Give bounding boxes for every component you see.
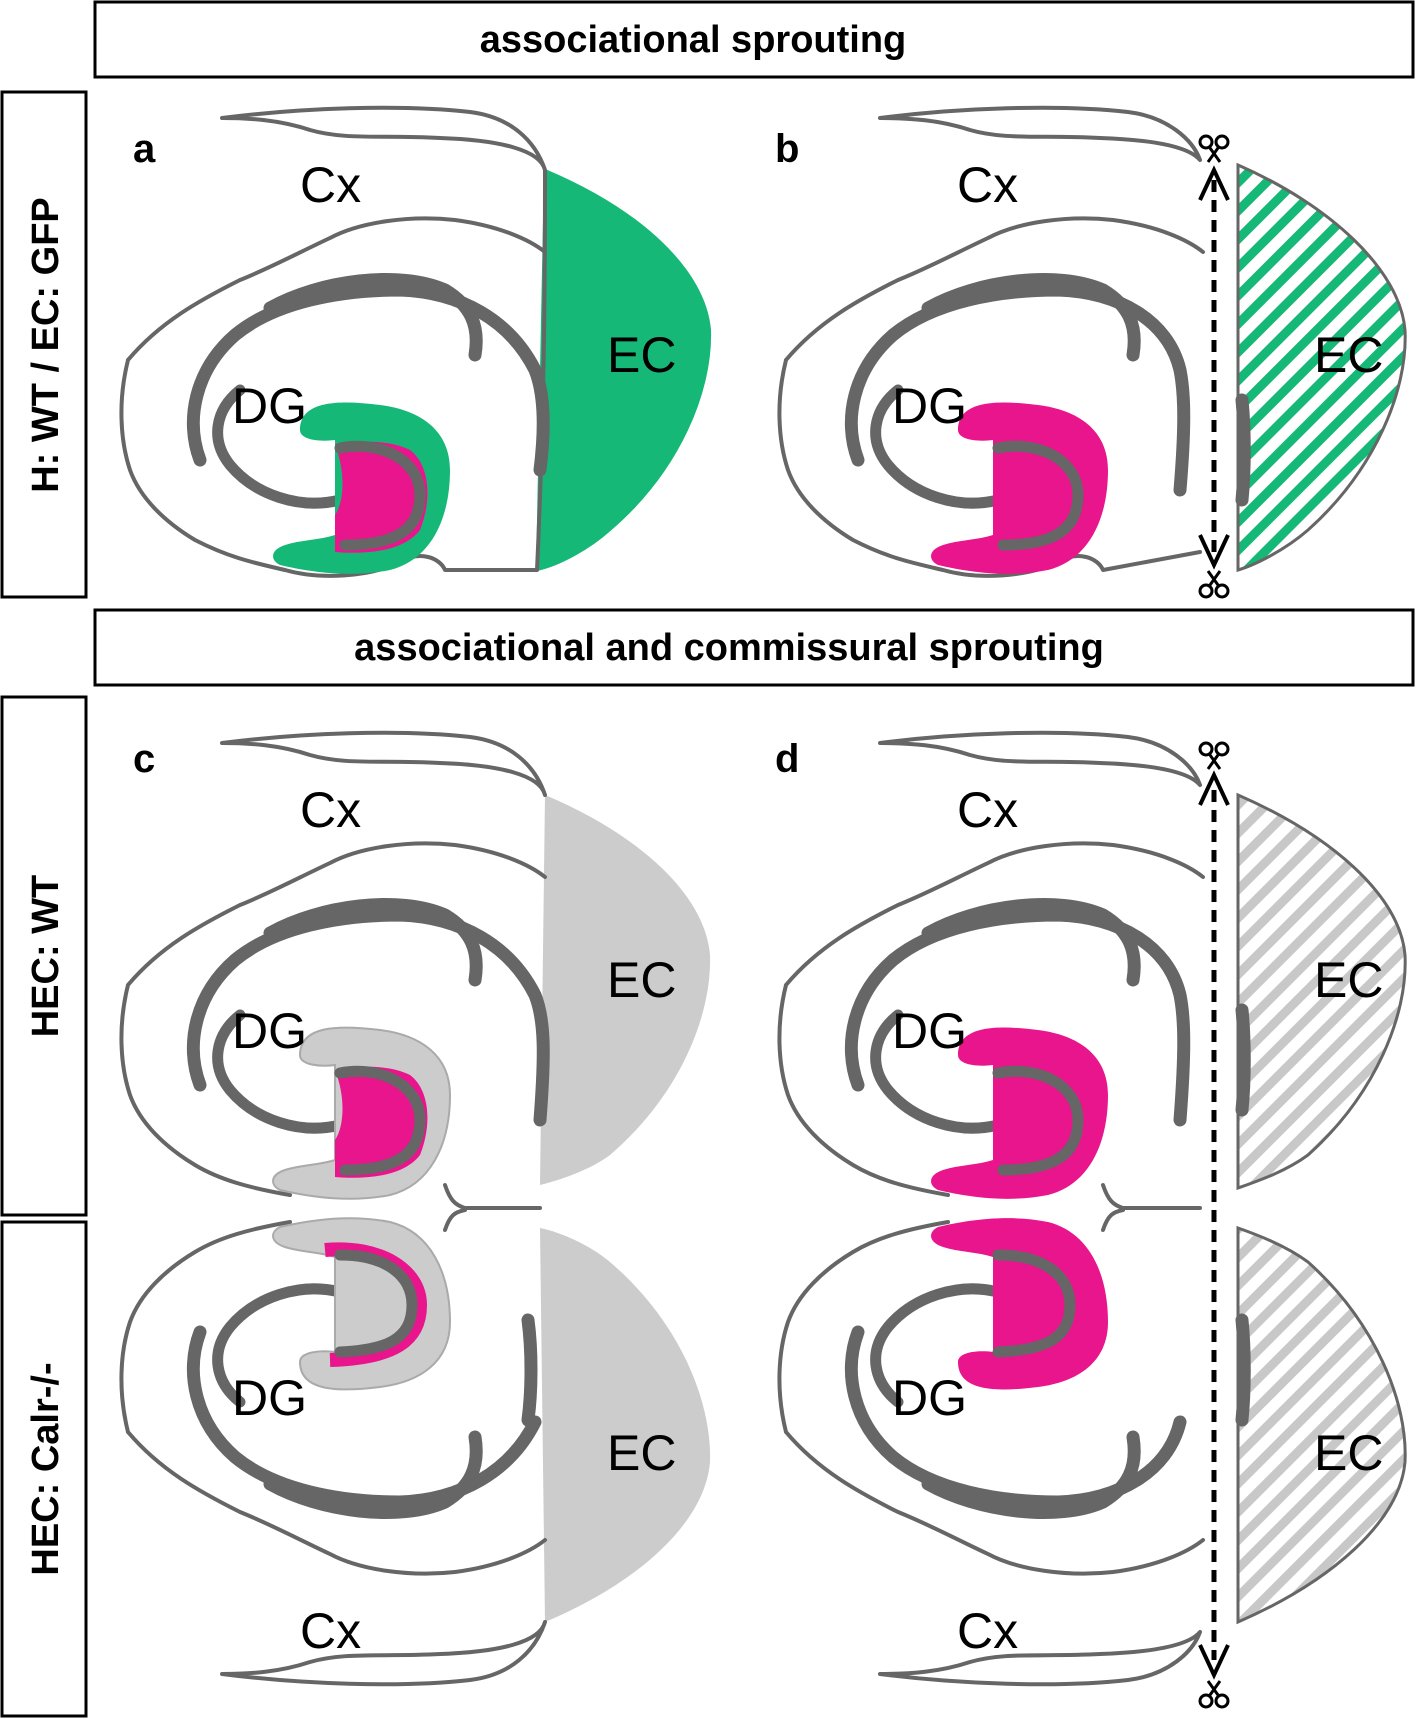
ca-arc-outer-b [844, 283, 1191, 497]
ca-arc-inner-bottom-d [921, 1430, 1141, 1519]
panel-d: d Cx EC DG DG EC Cx [775, 730, 1407, 1709]
brain-outline-top-c [119, 730, 547, 1197]
ca-arc-inner-top-d [921, 898, 1141, 987]
brain-outline-top-d [777, 730, 1205, 1197]
ca-arc-outer-bottom-c [186, 1325, 542, 1509]
scissors-icon [1198, 134, 1230, 163]
double-arrow-icon [1198, 770, 1230, 1680]
scissors-icon [1198, 741, 1230, 770]
granule-layer-top-c [334, 1065, 426, 1176]
granule-layer-top-d [992, 1065, 1084, 1176]
ec-edge-top-d [1235, 1003, 1251, 1117]
panel-b: b Cx EC DG [775, 105, 1407, 599]
ec-region-green [535, 168, 712, 572]
label-dg-b: DG [892, 378, 967, 434]
granule-layer-b [992, 440, 1084, 551]
label-cx-b: Cx [957, 157, 1018, 213]
ca-arc-outer-a [186, 283, 550, 477]
ca-stem-bottom-c [212, 1283, 346, 1408]
panel-c: c Cx EC DG DG EC Cx [119, 730, 711, 1687]
label-ec-bottom-c: EC [607, 1425, 676, 1481]
panel-letter-d: d [775, 737, 799, 781]
ca-stem-bottom-d [870, 1283, 1004, 1408]
row-label-box-1 [0, 90, 88, 599]
dg-region-magenta-bottom-d [931, 1218, 1108, 1390]
granule-layer-a [334, 440, 426, 551]
ca-stem-top-d [870, 1009, 1004, 1134]
label-dg-a: DG [232, 378, 307, 434]
label-ec-top-c: EC [607, 952, 676, 1008]
panel-letter-a: a [133, 127, 156, 171]
ca-arc-outer-bottom-d [844, 1325, 1187, 1509]
row-label-3: HEC: Calr-/- [25, 1362, 67, 1575]
label-ec-a: EC [607, 327, 676, 383]
ca-arc-outer-top-c [186, 908, 550, 1127]
ca-arc-inner-bottom-c [263, 1430, 483, 1519]
ca-arc-inner-a [263, 273, 483, 362]
label-dg-bottom-d: DG [892, 1370, 967, 1426]
ec-region-hatched-gray-bottom [1236, 1225, 1407, 1625]
label-ec-bottom-d: EC [1314, 1425, 1383, 1481]
ec-region-gray-top-c [540, 795, 711, 1185]
label-ec-top-d: EC [1314, 952, 1383, 1008]
label-cx-bottom-c: Cx [300, 1603, 361, 1659]
ca-arc-outer-top-d [844, 908, 1191, 1127]
label-cx-top-d: Cx [957, 782, 1018, 838]
granule-layer-bottom-c [334, 1249, 418, 1358]
label-cx-bottom-d: Cx [957, 1603, 1018, 1659]
scissors-icon [1198, 1680, 1230, 1709]
row-label-box-2 [0, 695, 88, 1217]
ec-region-hatched-gray-top [1236, 792, 1407, 1191]
panel-a: a Cx EC DG [119, 105, 712, 578]
brain-outline-bottom-c [119, 1220, 547, 1687]
ca-arc-inner-b [921, 273, 1141, 362]
row-label-1: H: WT / EC: GFP [25, 197, 67, 493]
ca-stem-top-c [212, 1009, 346, 1134]
ca-stem-a [212, 384, 346, 509]
label-cx-top-c: Cx [300, 782, 361, 838]
midline-c [443, 1183, 542, 1232]
ec-region-gray-bottom-c [540, 1228, 711, 1622]
ec-edge-bottom-c [521, 1313, 538, 1427]
label-dg-top-d: DG [892, 1003, 967, 1059]
ec-edge-bottom-d [1235, 1313, 1251, 1427]
banner-top [93, 0, 1415, 79]
row-label-2: HEC: WT [25, 875, 67, 1038]
ca-arc-inner-top-c [263, 898, 483, 987]
scissors-icon [1198, 570, 1230, 599]
banner-middle [93, 608, 1415, 687]
ca-stem-b [870, 384, 1004, 509]
brain-outline-bottom-d [777, 1220, 1205, 1687]
panel-letter-b: b [775, 127, 799, 171]
banner-top-text: associational sprouting [480, 19, 907, 61]
ec-region-hatched-green [1236, 162, 1407, 573]
double-arrow-icon [1198, 165, 1230, 570]
row-label-box-3 [0, 1220, 88, 1718]
ec-edge-b [1235, 393, 1251, 507]
midline-d [1101, 1183, 1202, 1232]
label-ec-b: EC [1314, 327, 1383, 383]
label-dg-top-c: DG [232, 1003, 307, 1059]
label-dg-bottom-c: DG [232, 1370, 307, 1426]
label-cx-a: Cx [300, 157, 361, 213]
granule-layer-bottom-d [992, 1249, 1076, 1358]
banner-middle-text: associational and commissural sprouting [354, 627, 1104, 669]
panel-letter-c: c [133, 737, 155, 781]
